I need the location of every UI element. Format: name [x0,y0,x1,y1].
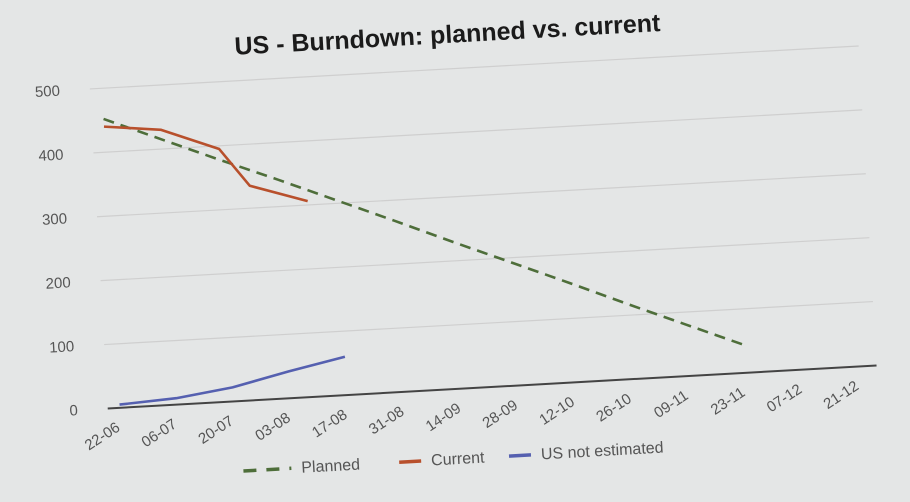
y-tick-label: 300 [42,210,68,228]
planned-series-line [103,117,744,346]
gridlines [89,45,877,410]
x-axis-baseline [107,364,877,410]
y-tick-label: 400 [38,147,64,165]
legend-swatch-us-not-estimated [508,453,532,458]
gridline [89,45,859,90]
legend-label-current: Current [431,449,486,469]
legend: Planned Current US not estimated [243,440,664,477]
y-tick-label: 200 [45,274,71,292]
y-tick-label: 0 [69,402,78,419]
gridline [93,109,863,154]
us-not-estimated-series-line [119,355,346,406]
y-axis-ticks: 0 100 200 300 400 500 [34,83,78,420]
gridline [104,300,873,346]
legend-swatch-planned [243,466,292,473]
series-lines [103,117,744,406]
legend-swatch-current [399,459,422,465]
legend-label-us-not-estimated: US not estimated [541,440,664,464]
legend-label-planned: Planned [301,456,361,476]
gridline [100,237,870,282]
y-tick-label: 500 [34,83,60,101]
current-series-line [103,125,308,203]
gridline [96,173,866,218]
y-tick-label: 100 [49,338,75,356]
